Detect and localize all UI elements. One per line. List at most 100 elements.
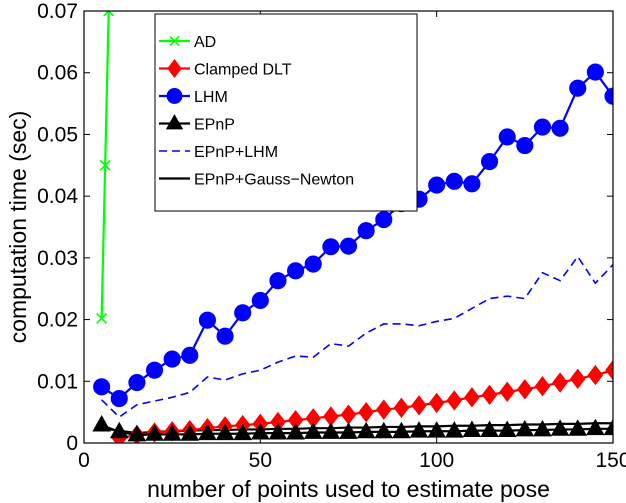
legend: AD Clamped DLT LHM EPnP EPnP+LHM EPnP+Gauss−N… (154, 13, 418, 212)
y-tick-label: 0.05 (37, 123, 78, 146)
y-tick-label: 0.07 (37, 0, 78, 23)
data-point-triangle (215, 423, 235, 441)
data-point-triangle (586, 418, 605, 436)
x-tick-label: 150 (595, 449, 626, 472)
legend-entry: Clamped DLT (159, 59, 292, 79)
series-ad (96, 11, 115, 324)
data-point-circle (216, 327, 234, 345)
data-point-triangle (321, 422, 341, 439)
legend-entry: EPnP+Gauss−Newton (159, 172, 354, 189)
data-point-triangle (515, 419, 535, 437)
data-point-circle (551, 119, 569, 137)
data-point-triangle (444, 421, 464, 438)
data-point-diamond (534, 376, 551, 397)
data-point-circle (498, 128, 516, 146)
data-point-circle (375, 211, 393, 229)
data-point-diamond (587, 364, 604, 386)
data-point-diamond (446, 390, 463, 411)
data-point-triangle (603, 418, 613, 436)
data-point-circle (163, 350, 181, 368)
data-point-circle (322, 238, 340, 256)
data-point-triangle (198, 423, 217, 441)
legend-label: AD (194, 34, 216, 51)
data-point-circle (234, 304, 252, 322)
legend-entry: LHM (159, 88, 228, 106)
data-point-circle (445, 172, 463, 190)
data-point-diamond (375, 399, 392, 420)
data-point-circle (128, 373, 146, 392)
legend-label: EPnP (194, 117, 235, 134)
y-tick-label: 0.03 (37, 247, 78, 270)
data-point-circle (110, 390, 128, 408)
data-point-circle (463, 175, 481, 193)
data-point-circle (533, 118, 552, 136)
data-point-x-stroke (96, 312, 108, 324)
data-point-diamond (499, 381, 515, 402)
data-point-circle (357, 222, 375, 240)
y-tick-label: 0.02 (37, 309, 78, 332)
data-point-x-stroke (169, 35, 180, 47)
data-point-circle (586, 63, 604, 81)
data-point-triangle (497, 420, 517, 438)
data-point-triangle (162, 424, 182, 441)
y-tick-label: 0 (66, 432, 78, 455)
data-point-x (99, 159, 111, 171)
data-point-triangle (92, 414, 111, 432)
data-point-triangle (180, 424, 200, 441)
series-line (101, 255, 613, 418)
y-tick-label: 0.01 (37, 370, 78, 393)
series-epnp (92, 414, 613, 442)
data-point-triangle (374, 421, 394, 439)
data-point-x (103, 11, 115, 17)
data-point-triangle (550, 419, 570, 436)
data-point-circle (428, 176, 446, 194)
data-point-triangle (127, 424, 147, 442)
data-point-circle (516, 136, 534, 155)
series-epnp-lhm (101, 255, 613, 418)
data-point-triangle (568, 419, 588, 436)
data-point-triangle (145, 424, 164, 441)
data-point-triangle (303, 422, 323, 439)
data-point-x (96, 312, 108, 324)
data-point-diamond (552, 372, 568, 393)
legend-entry: EPnP (159, 114, 235, 134)
data-point-diamond (167, 59, 182, 78)
data-point-circle (304, 255, 322, 273)
y-tick-label: 0.06 (37, 62, 78, 85)
data-point-diamond (517, 379, 533, 400)
data-point-circle (269, 272, 287, 290)
legend-box (154, 13, 418, 212)
data-point-diamond (605, 359, 613, 381)
data-point-diamond (428, 392, 445, 414)
data-point-circle (93, 378, 111, 396)
data-point-diamond (393, 397, 410, 419)
data-point-triangle (233, 423, 253, 441)
x-tick-label: 100 (419, 449, 454, 472)
legend-label: LHM (194, 89, 228, 106)
legend-label: EPnP+LHM (194, 144, 278, 161)
data-point-triangle (339, 422, 358, 439)
data-point-circle (251, 291, 269, 310)
data-point-triangle (109, 421, 129, 439)
data-point-x-stroke (103, 11, 110, 17)
data-point-triangle (533, 419, 552, 437)
legend-entry: EPnP+LHM (159, 144, 278, 161)
data-point-diamond (464, 387, 480, 408)
data-point-diamond (481, 384, 498, 406)
data-point-triangle (409, 421, 429, 438)
ticks-layer: 0 50 100 150 0 0.01 0.02 0.03 0.04 0.05 0.06 0.07 (37, 0, 626, 472)
x-tick-label: 0 (78, 449, 90, 472)
data-point-circle (339, 237, 358, 255)
data-point-triangle (392, 421, 411, 439)
x-tick-label: 50 (249, 449, 272, 472)
data-point-circle (481, 153, 499, 171)
legend-entry: AD (159, 34, 216, 51)
data-point-triangle (356, 421, 376, 439)
data-point-x-stroke (107, 11, 115, 17)
data-point-x (169, 35, 180, 47)
data-point-x-stroke (99, 159, 111, 171)
data-point-triangle (268, 423, 288, 440)
data-point-triangle (462, 420, 482, 438)
data-point-circle (604, 87, 613, 105)
